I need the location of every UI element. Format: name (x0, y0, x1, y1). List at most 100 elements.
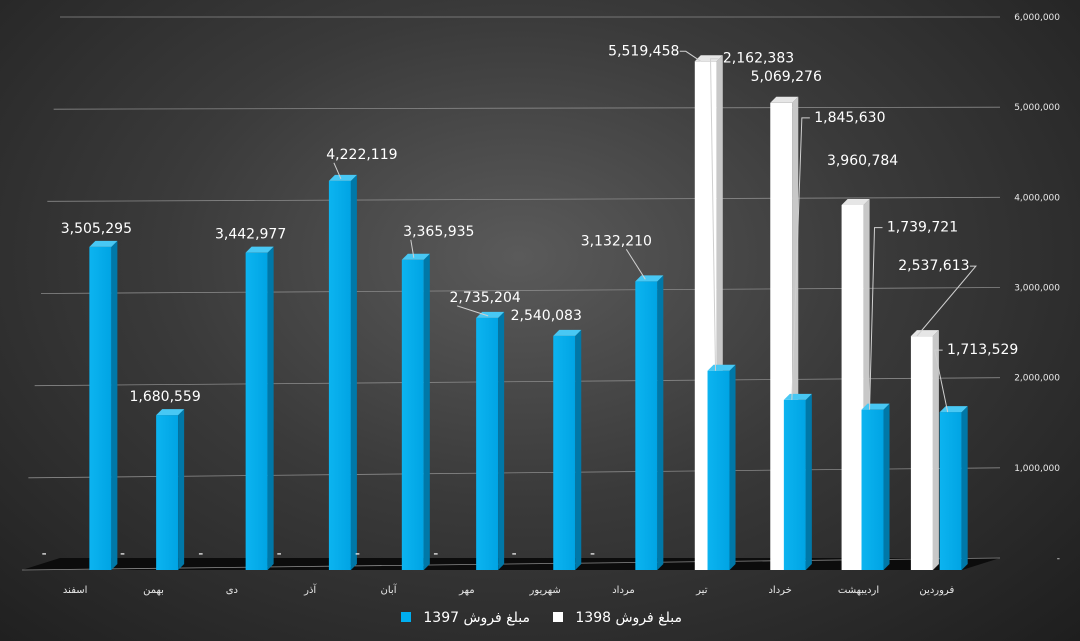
data-label-1398: 5,069,276 (751, 69, 822, 85)
data-label-1398: - (590, 546, 595, 562)
bar-1397 (707, 364, 736, 570)
y-tick-label: 2,000,000 (1014, 374, 1060, 384)
x-tick-label: مرداد (612, 585, 635, 596)
y-tick-label: - (1057, 554, 1060, 564)
data-label-1398: - (355, 546, 360, 562)
bar-1397-top (783, 393, 812, 400)
data-label-1397: 2,540,083 (511, 308, 582, 324)
bar-1398-top (770, 96, 799, 103)
bar-1398 (910, 330, 939, 570)
bar-1397 (635, 275, 664, 570)
bar-1397-front (245, 252, 268, 570)
bar-1397-top (553, 329, 582, 336)
y-tick-label: 6,000,000 (1014, 13, 1060, 23)
data-label-1397: 3,132,210 (581, 233, 652, 249)
leader-line (916, 265, 977, 337)
data-label-1398: 5,519,458 (608, 43, 679, 59)
data-label-1398: - (120, 546, 125, 562)
bar-1397-front (707, 370, 730, 570)
bar-1397 (156, 409, 185, 570)
bar-1397 (939, 406, 968, 570)
bar-1397-front (783, 399, 806, 570)
bar-1397-top (401, 253, 430, 260)
bar-1397-front (861, 409, 884, 570)
bar-1397-side (575, 329, 582, 570)
bar-1397-side (883, 403, 890, 570)
bar-1397-side (111, 240, 118, 570)
data-label-1398: - (512, 546, 517, 562)
bar-1397-side (729, 364, 736, 570)
data-label-1397: 4,222,119 (326, 147, 397, 163)
leader-line (679, 50, 702, 62)
data-label-1397: 1,739,721 (887, 220, 958, 236)
y-tick-label: 5,000,000 (1014, 103, 1060, 113)
leader-line (333, 162, 342, 180)
x-tick-label: اردیبهشت (838, 585, 879, 596)
data-label-1398: 3,960,784 (827, 153, 898, 169)
leader-line (625, 249, 646, 280)
x-tick-label: فروردین (919, 585, 954, 596)
bar-1397-side (350, 174, 357, 570)
bar-1397-side (423, 253, 430, 570)
bar-1398-top (694, 55, 723, 62)
legend-swatch-1398 (553, 612, 563, 622)
data-label-1397: 3,365,935 (403, 224, 474, 240)
data-label-1397: 2,162,383 (723, 51, 794, 67)
bar-1397-side (498, 311, 505, 570)
x-tick-label: خرداد (768, 585, 791, 596)
data-label-1397: 1,713,529 (947, 342, 1018, 358)
legend-label-1397: مبلغ فروش 1397 (423, 610, 530, 626)
gridline (21, 557, 1001, 571)
gridline (28, 467, 1001, 479)
x-tick-label: تیر (695, 585, 708, 596)
x-tick-label: مهر (458, 585, 474, 596)
x-tick-label: شهریور (529, 585, 561, 596)
data-label-1398: 2,537,613 (898, 258, 969, 274)
leader-line (410, 239, 415, 258)
bar-1397-top (156, 409, 185, 416)
legend-swatch-1397 (401, 612, 411, 622)
bar-1397-top (707, 364, 736, 371)
bar-1397-top (635, 275, 664, 282)
data-label-1397: 3,505,295 (61, 221, 132, 237)
bar-1398-front (910, 336, 933, 570)
bar-1397 (553, 329, 582, 570)
data-label-1397: 3,442,977 (215, 227, 286, 243)
leader-line (710, 58, 719, 371)
data-label-1397: 1,680,559 (130, 389, 201, 405)
leader-line (457, 305, 489, 317)
bar-1397 (401, 253, 430, 570)
x-tick-label: آبان (381, 583, 398, 596)
leader-line (934, 349, 949, 413)
bar-1397 (89, 240, 118, 570)
x-tick-label: آذر (303, 583, 317, 596)
gridline (34, 377, 1001, 387)
bar-1397 (328, 174, 357, 570)
legend-label-1398: مبلغ فروش 1398 (575, 610, 682, 626)
bar-1397-front (401, 259, 424, 570)
bar-1397-front (476, 317, 499, 570)
bar-1397-front (939, 412, 962, 570)
bar-1397-top (89, 240, 118, 247)
bar-1397-top (328, 174, 357, 181)
data-label-1397: 1,845,630 (814, 110, 885, 126)
gridline (53, 106, 1001, 110)
data-label-1397: 2,735,204 (450, 290, 521, 306)
leader-line (791, 117, 810, 400)
bar-1397-front (156, 415, 179, 570)
bar-1398-side (932, 330, 939, 570)
data-label-1398: - (198, 546, 203, 562)
y-tick-label: 3,000,000 (1014, 284, 1060, 294)
gridline (47, 196, 1001, 202)
bar-1397 (245, 246, 274, 570)
bar-1397-front (635, 281, 658, 570)
y-tick-label: 4,000,000 (1014, 193, 1060, 203)
x-tick-label: دی (226, 585, 238, 596)
bar-1397-front (89, 246, 112, 570)
bar-1397-top (476, 311, 505, 318)
bar-1397-front (328, 180, 351, 570)
bar-1397-top (245, 246, 274, 253)
bar-1397-side (178, 409, 185, 570)
